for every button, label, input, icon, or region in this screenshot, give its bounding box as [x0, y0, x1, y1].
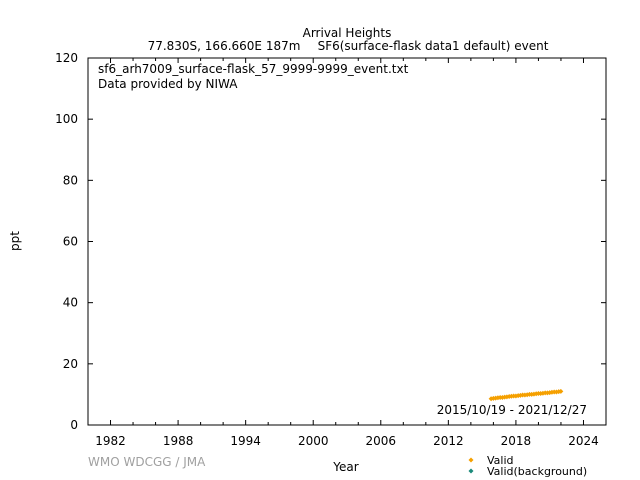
x-tick-label: 2018	[501, 434, 532, 448]
legend-marker-valid-background	[468, 468, 474, 474]
watermark: WMO WDCGG / JMA	[88, 455, 206, 469]
file-name-label: sf6_arh7009_surface-flask_57_9999-9999_e…	[98, 62, 409, 76]
data-points	[488, 388, 564, 402]
provider-label: Data provided by NIWA	[98, 77, 238, 91]
y-tick-label: 120	[55, 51, 78, 65]
y-tick-label: 0	[70, 418, 78, 432]
y-axis-label: ppt	[8, 231, 22, 251]
x-tick-label: 1994	[230, 434, 261, 448]
legend-label-valid: Valid	[487, 454, 514, 467]
legend: Valid Valid(background)	[468, 454, 587, 478]
chart-subtitle-dataset: SF6(surface-flask data1 default) event	[318, 39, 549, 53]
chart-title: Arrival Heights	[303, 26, 392, 40]
x-tick-label: 2006	[366, 434, 397, 448]
x-tick-label: 2024	[568, 434, 599, 448]
y-axis: 0 20 40 60 80 100 120	[55, 51, 606, 432]
chart-subtitle-location: 77.830S, 166.660E 187m	[148, 39, 301, 53]
x-tick-label: 2012	[433, 434, 464, 448]
y-tick-label: 60	[63, 235, 78, 249]
y-tick-label: 20	[63, 357, 78, 371]
x-tick-label: 2000	[298, 434, 329, 448]
x-tick-label: 1982	[95, 434, 126, 448]
y-tick-label: 40	[63, 296, 78, 310]
x-axis: 1982 1988 1994 2000 2006 2012 2018 2024	[87, 58, 607, 448]
legend-marker-valid	[468, 457, 474, 463]
plot-frame	[87, 57, 607, 426]
y-tick-label: 100	[55, 112, 78, 126]
y-tick-label: 80	[63, 173, 78, 187]
legend-label-valid-background: Valid(background)	[487, 465, 587, 478]
date-range-label: 2015/10/19 - 2021/12/27	[437, 403, 587, 417]
x-tick-label: 1988	[163, 434, 194, 448]
x-axis-label: Year	[332, 460, 358, 474]
data-point-valid	[558, 388, 564, 394]
